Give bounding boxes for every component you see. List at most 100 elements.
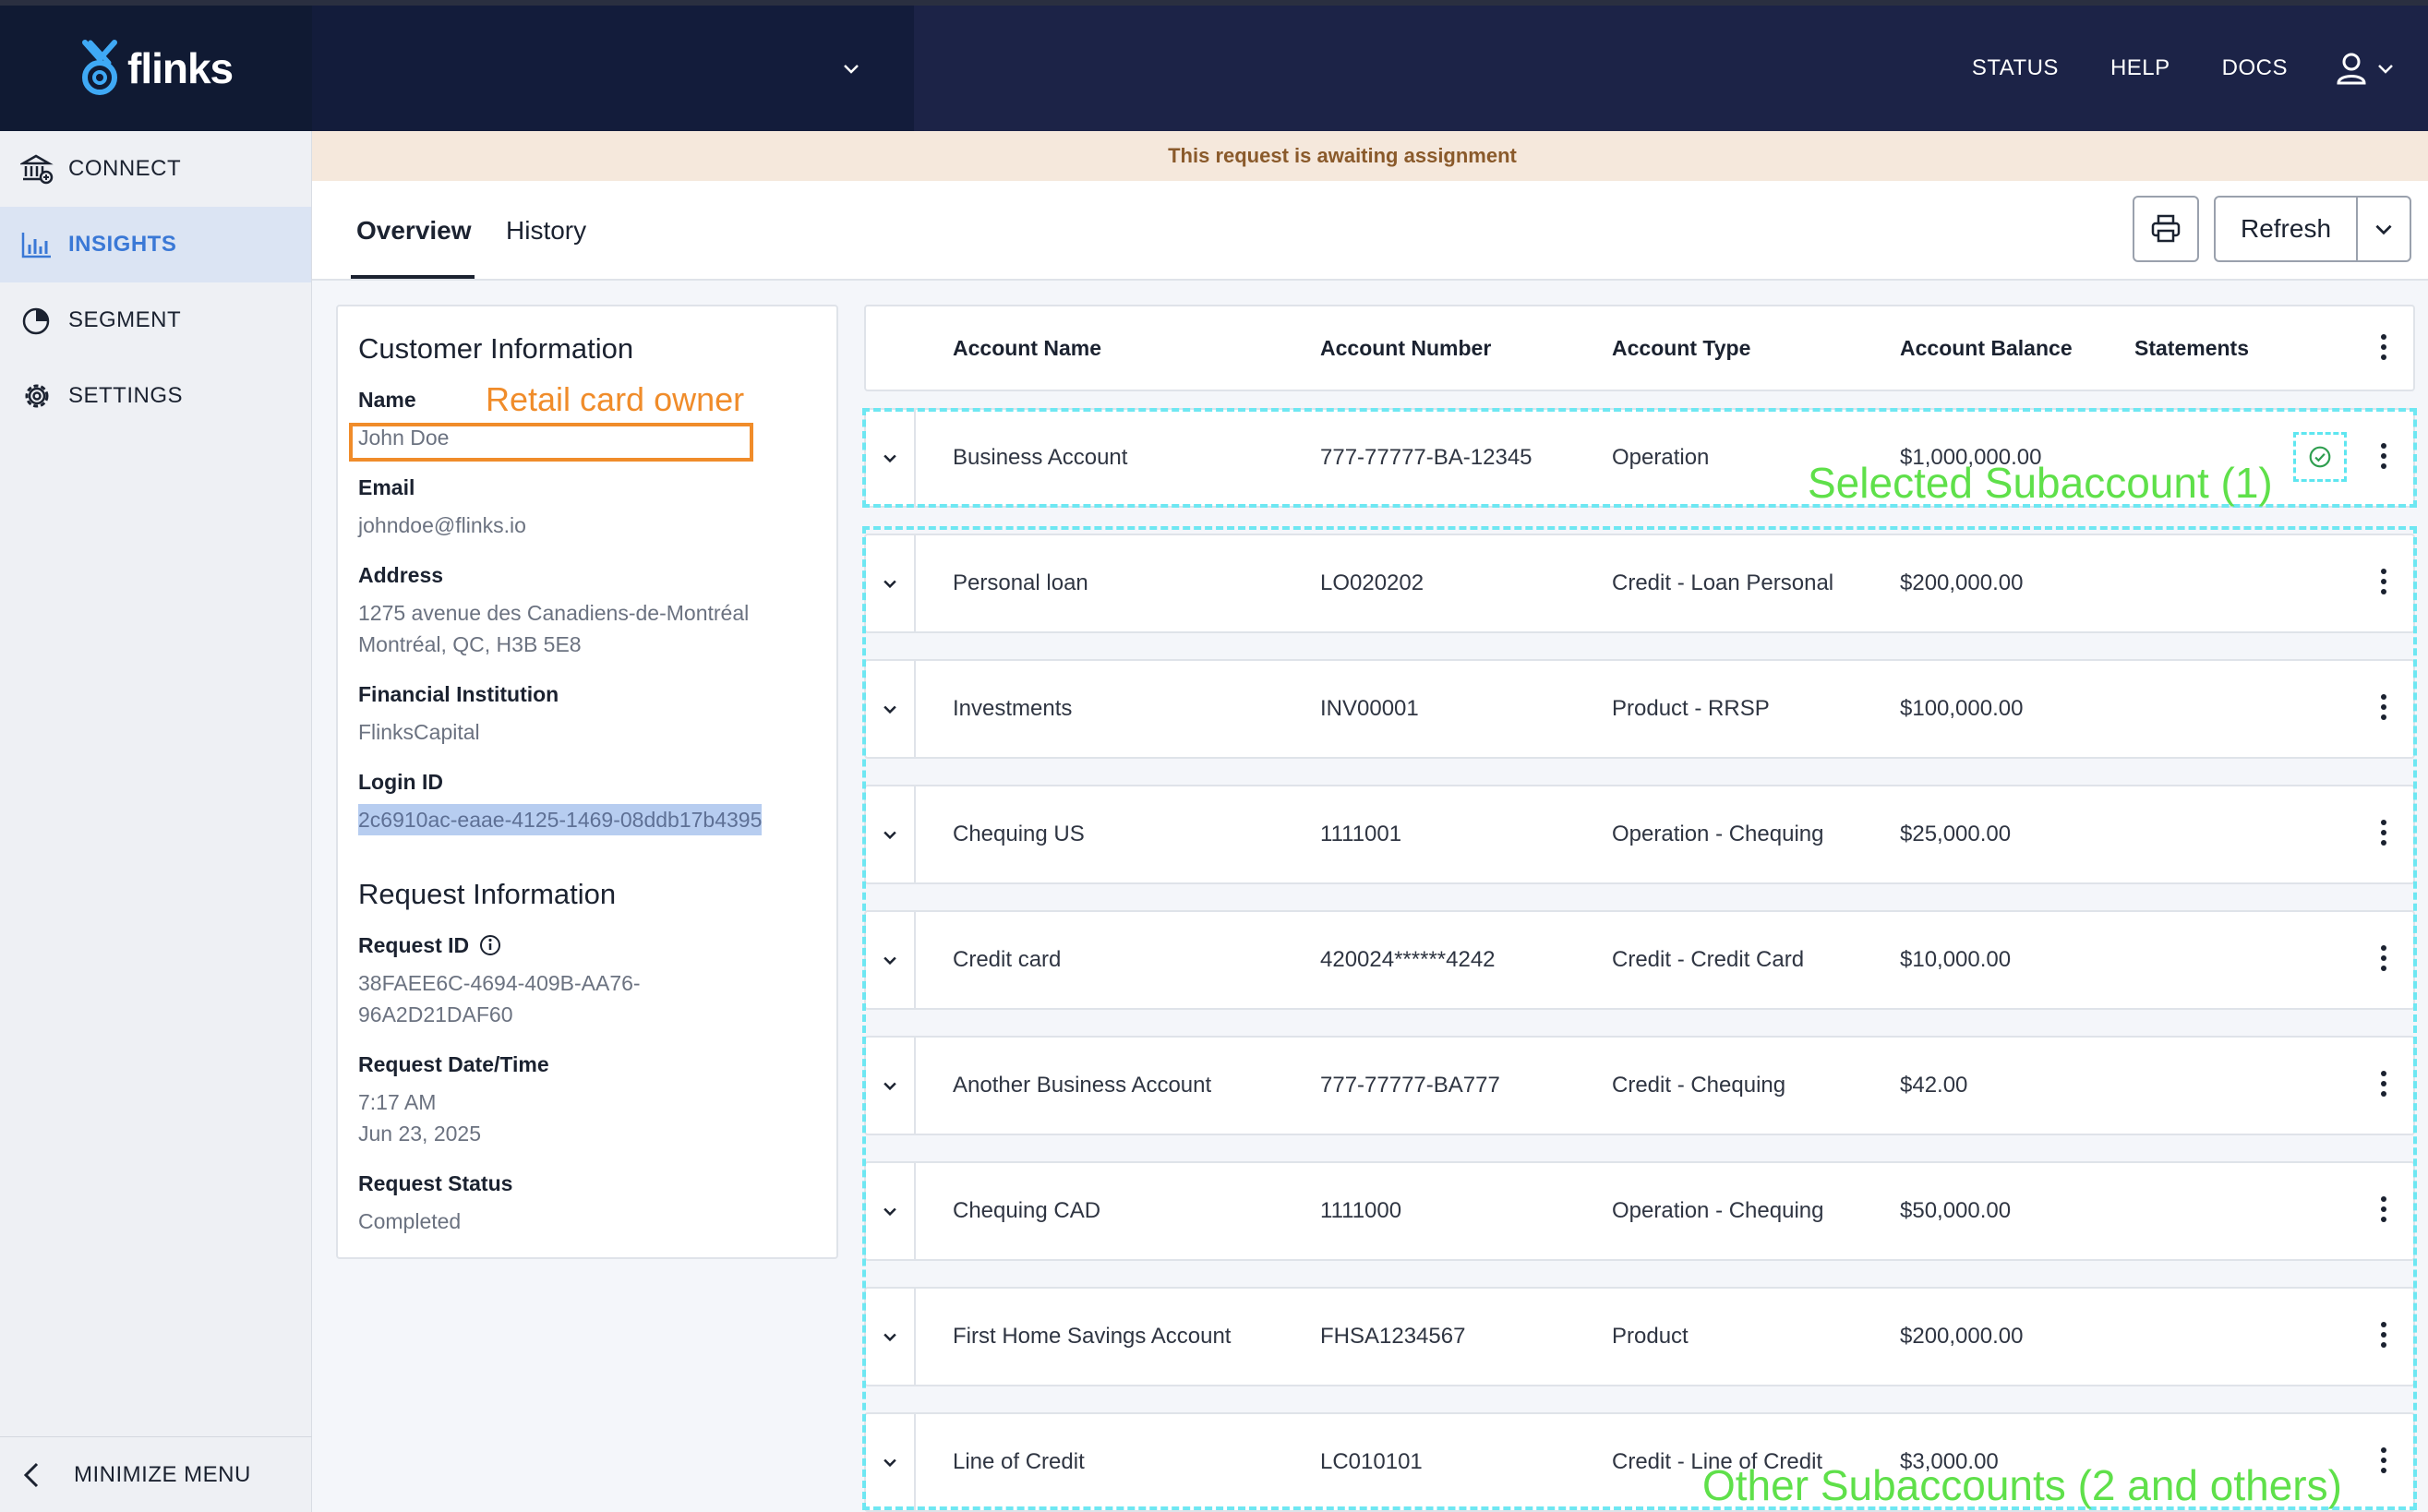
account-balance: $25,000.00 <box>1900 822 2012 846</box>
row-options-menu-button[interactable] <box>2376 945 2391 975</box>
table-row[interactable]: Business Account 777-77777-BA-12345 Oper… <box>864 408 2415 508</box>
account-name: Another Business Account <box>953 1073 1212 1098</box>
assignment-banner: This request is awaiting assignment <box>312 131 2428 181</box>
column-header-account-name[interactable]: Account Name <box>953 336 1102 360</box>
row-expand-toggle[interactable] <box>866 1163 916 1259</box>
bar-chart-icon <box>21 233 51 258</box>
row-options-menu-button[interactable] <box>2376 694 2391 724</box>
account-type: Operation - Chequing <box>1612 1198 1824 1223</box>
request-id-label: Request ID <box>358 933 816 958</box>
table-options-menu-button[interactable] <box>2376 334 2391 364</box>
brand-name: flinks <box>127 44 234 92</box>
email-label: Email <box>358 475 415 499</box>
row-expand-toggle[interactable] <box>866 912 916 1008</box>
login-id-value[interactable]: 2c6910ac-eaae-4125-1469-08ddb17b4395 <box>358 804 763 835</box>
sidebar-item-insights[interactable]: INSIGHTS <box>0 207 311 282</box>
request-info-title: Request Information <box>358 878 617 910</box>
request-id-value: 38FAEE6C-4694-409B-AA76- 96A2D21DAF60 <box>358 967 816 1030</box>
table-row[interactable]: Chequing US 1111001 Operation - Chequing… <box>864 785 2415 884</box>
accounts-table-header: Account Name Account Number Account Type… <box>864 305 2415 391</box>
table-row[interactable]: Another Business Account 777-77777-BA777… <box>864 1036 2415 1135</box>
printer-icon <box>2151 214 2181 243</box>
account-balance: $100,000.00 <box>1900 696 2024 721</box>
statement-available-status[interactable] <box>2293 432 2347 482</box>
user-icon <box>2337 53 2366 85</box>
column-header-account-type[interactable]: Account Type <box>1612 336 1751 360</box>
sidebar-item-settings[interactable]: SETTINGS <box>0 358 311 434</box>
gear-icon <box>25 384 49 408</box>
row-expand-toggle[interactable] <box>866 1414 916 1510</box>
tab-history[interactable]: History <box>506 216 587 245</box>
row-options-menu-button[interactable] <box>2376 820 2391 849</box>
sidebar: CONNECT INSIGHTS SEGMENT SETTINGS MINIMI… <box>0 131 312 1512</box>
request-id-line-2: 96A2D21DAF60 <box>358 1002 513 1026</box>
row-expand-toggle[interactable] <box>866 1038 916 1134</box>
refresh-options-button[interactable] <box>2356 196 2411 262</box>
table-row[interactable]: Investments INV00001 Product - RRSP $100… <box>864 659 2415 759</box>
column-header-account-number[interactable]: Account Number <box>1320 336 1492 360</box>
row-options-menu-button[interactable] <box>2376 569 2391 598</box>
sidebar-item-label: CONNECT <box>68 156 182 181</box>
account-name: First Home Savings Account <box>953 1324 1232 1349</box>
request-id-label-text: Request ID <box>358 933 470 957</box>
row-options-menu-button[interactable] <box>2376 443 2391 473</box>
row-expand-toggle[interactable] <box>866 535 916 631</box>
refresh-button[interactable]: Refresh <box>2214 196 2358 262</box>
nav-docs-link[interactable]: DOCS <box>2221 55 2288 80</box>
table-row[interactable]: Line of Credit LC010101 Credit - Line of… <box>864 1412 2415 1512</box>
account-number: 420024******4242 <box>1320 947 1496 972</box>
row-options-menu-button[interactable] <box>2376 1071 2391 1100</box>
chevron-down-icon <box>883 1207 896 1217</box>
request-datetime-value: 7:17 AM Jun 23, 2025 <box>358 1086 816 1149</box>
chevron-down-icon <box>883 1333 896 1342</box>
account-balance: $200,000.00 <box>1900 570 2024 595</box>
chevron-down-icon <box>883 831 896 840</box>
column-header-account-balance[interactable]: Account Balance <box>1900 336 2073 360</box>
row-expand-toggle[interactable] <box>866 410 916 506</box>
account-name: Line of Credit <box>953 1449 1085 1474</box>
account-name: Credit card <box>953 947 1062 972</box>
column-header-statements[interactable]: Statements <box>2134 336 2249 360</box>
table-row[interactable]: First Home Savings Account FHSA1234567 P… <box>864 1287 2415 1386</box>
request-datetime-label: Request Date/Time <box>358 1052 549 1076</box>
minimize-menu-button[interactable]: MINIMIZE MENU <box>0 1436 312 1512</box>
row-options-menu-button[interactable] <box>2376 1196 2391 1226</box>
customer-info-card: Customer Information Name John Doe Email… <box>336 305 838 1259</box>
nav-status-link[interactable]: STATUS <box>1971 55 2059 80</box>
table-row[interactable]: Credit card 420024******4242 Credit - Cr… <box>864 910 2415 1010</box>
sidebar-item-segment[interactable]: SEGMENT <box>0 282 311 358</box>
sidebar-item-connect[interactable]: CONNECT <box>0 131 311 207</box>
row-options-menu-button[interactable] <box>2376 1447 2391 1477</box>
login-id-label: Login ID <box>358 770 443 794</box>
account-name: Business Account <box>953 445 1128 470</box>
row-options-menu-button[interactable] <box>2376 1322 2391 1351</box>
name-value: John Doe <box>358 426 450 450</box>
customer-info-title: Customer Information <box>358 332 634 365</box>
institution-label: Financial Institution <box>358 682 559 706</box>
request-date: Jun 23, 2025 <box>358 1122 482 1146</box>
address-line-2: Montréal, QC, H3B 5E8 <box>358 632 582 656</box>
brand-logo[interactable]: flinks <box>0 6 312 131</box>
account-number: 777-77777-BA777 <box>1320 1073 1500 1098</box>
user-menu[interactable] <box>2336 52 2397 85</box>
chevron-down-icon <box>2375 224 2392 235</box>
sidebar-item-label: INSIGHTS <box>68 232 177 257</box>
row-expand-toggle[interactable] <box>866 786 916 882</box>
nav-help-link[interactable]: HELP <box>2109 55 2170 80</box>
info-icon[interactable] <box>479 934 501 956</box>
row-expand-toggle[interactable] <box>866 661 916 757</box>
tab-overview[interactable]: Overview <box>356 216 472 245</box>
row-expand-toggle[interactable] <box>866 1289 916 1385</box>
account-number: 1111000 <box>1320 1198 1402 1223</box>
chevron-down-icon <box>883 1082 896 1091</box>
table-row[interactable]: Personal loan LO020202 Credit - Loan Per… <box>864 534 2415 633</box>
table-row[interactable]: Chequing CAD 1111000 Operation - Chequin… <box>864 1161 2415 1261</box>
account-balance: $3,000.00 <box>1900 1449 1999 1474</box>
chevron-down-icon <box>883 580 896 589</box>
bank-icon <box>20 154 54 185</box>
annotation-retail-card-owner: Retail card owner <box>486 380 745 418</box>
chevron-left-icon <box>23 1462 39 1487</box>
organization-selector[interactable] <box>312 6 914 131</box>
print-button[interactable] <box>2133 196 2199 262</box>
account-name: Chequing CAD <box>953 1198 1101 1223</box>
